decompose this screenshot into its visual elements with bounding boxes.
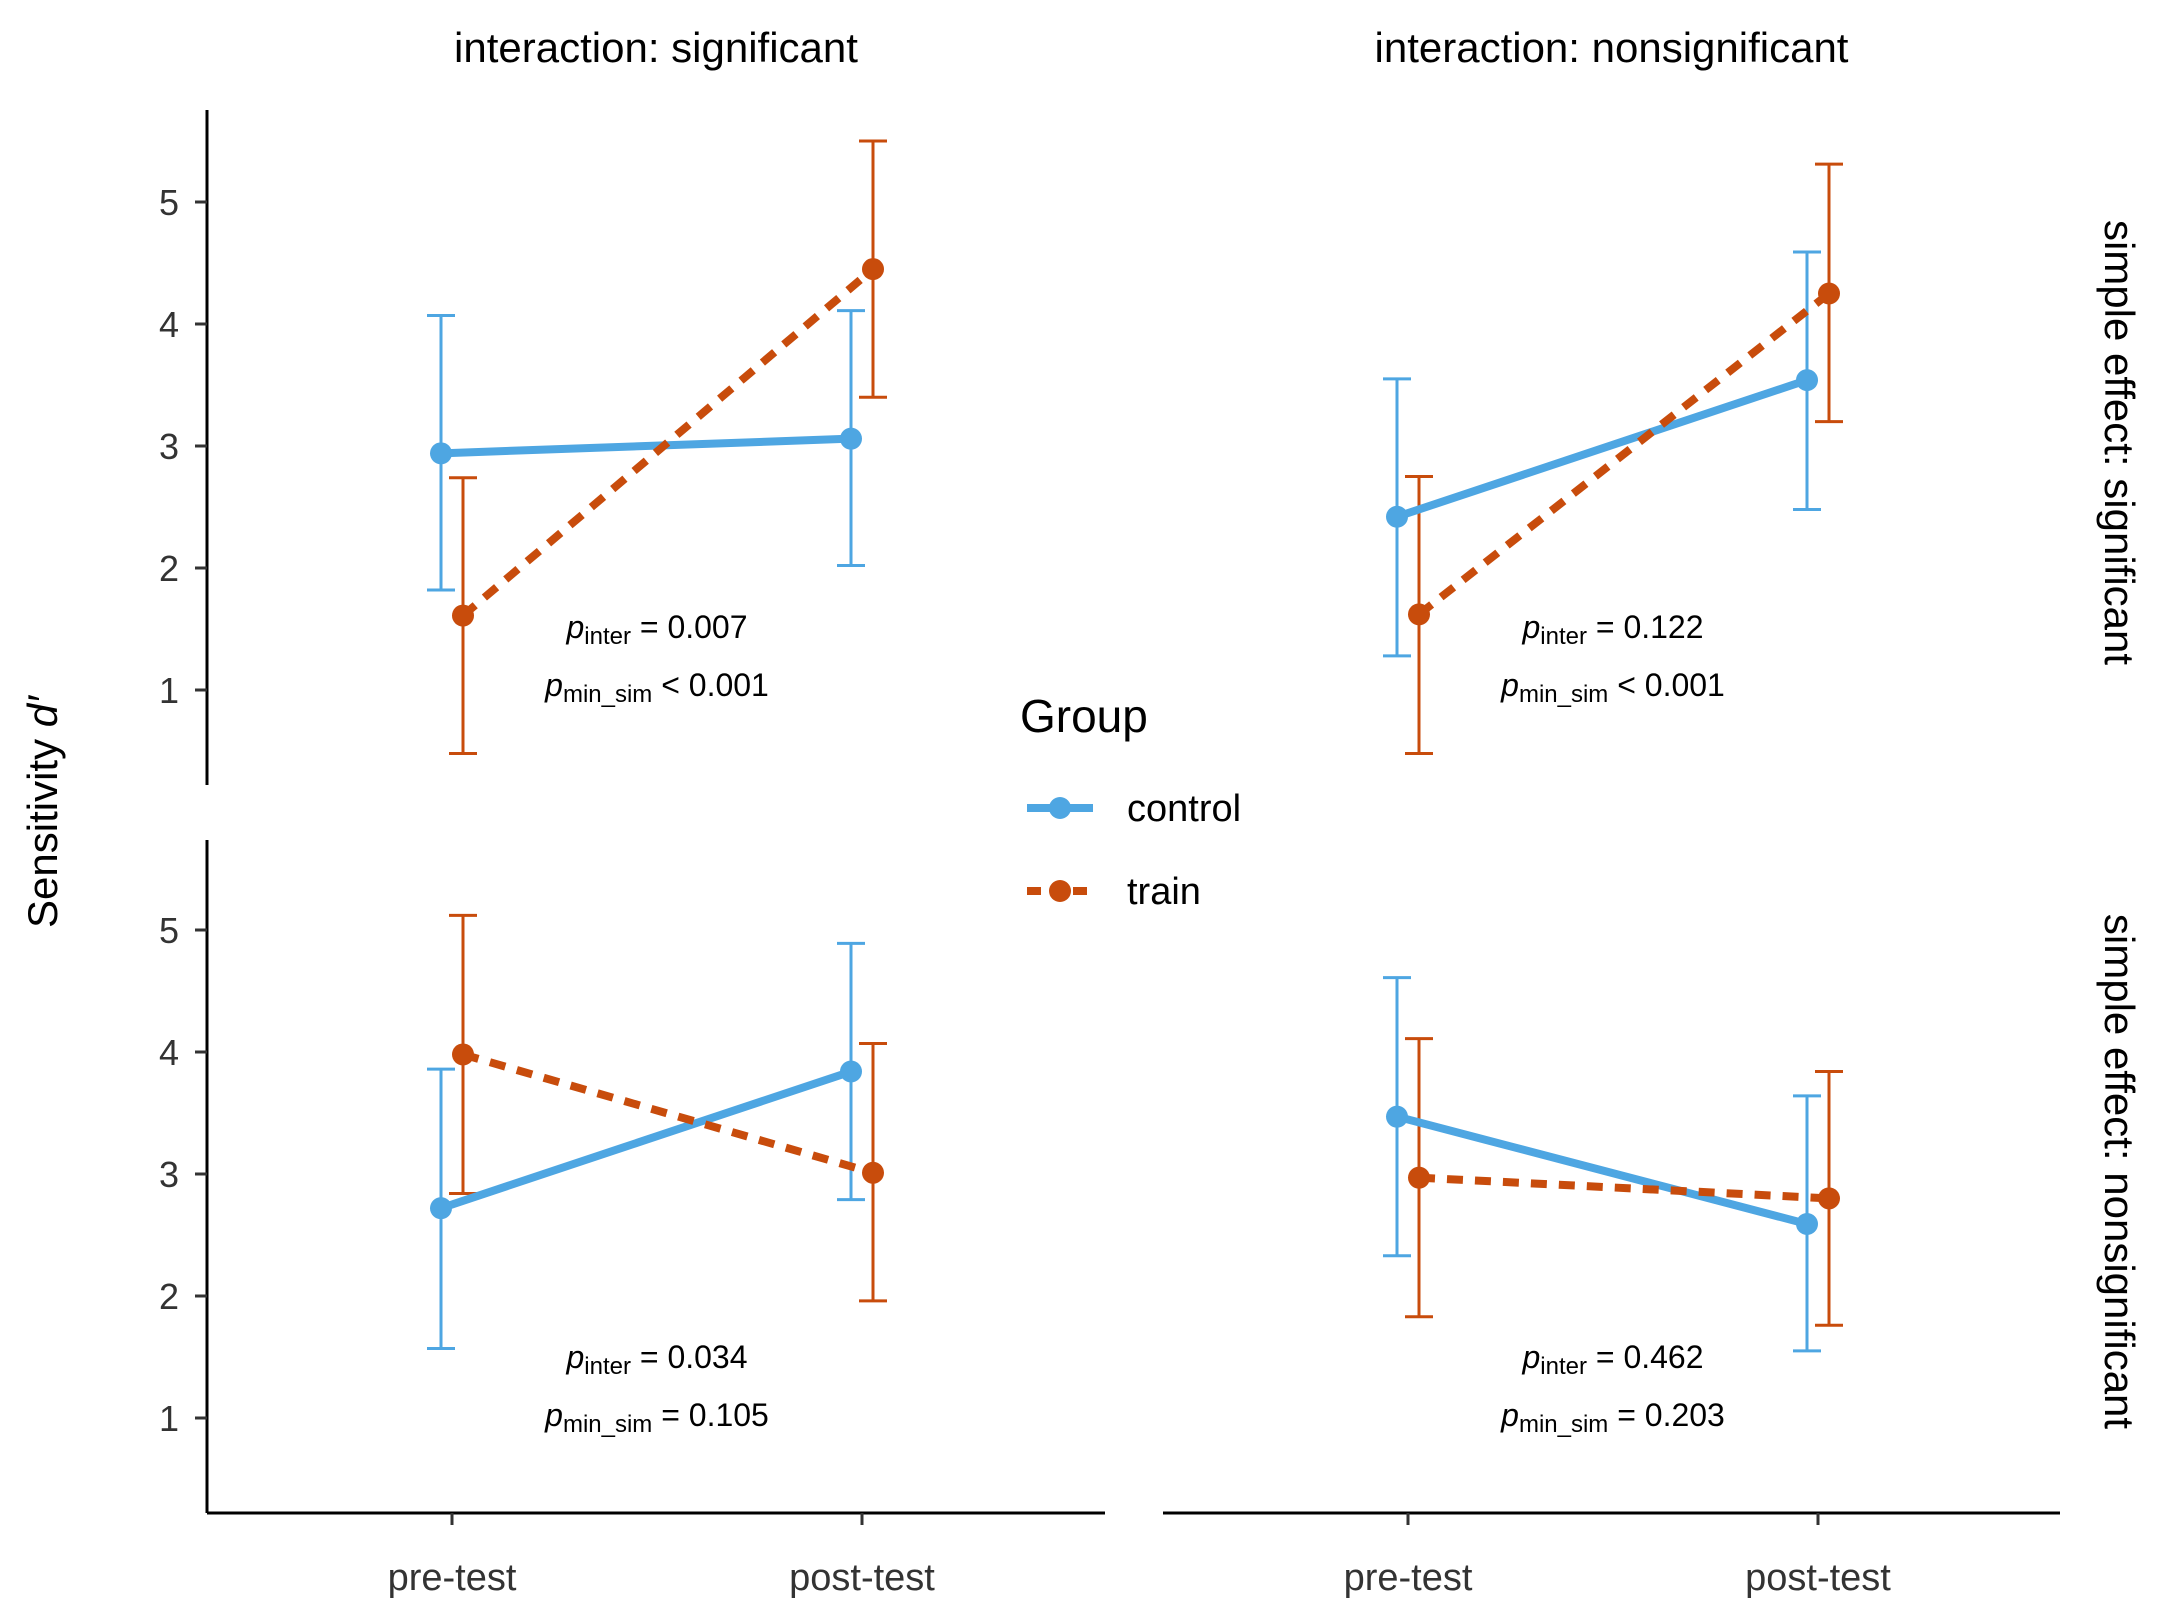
- legend-title: Group: [1020, 690, 1148, 742]
- x-tick-label: pre-test: [388, 1557, 517, 1599]
- y-tick-label: 3: [159, 1154, 179, 1195]
- data-point-train: [862, 258, 884, 281]
- x-tick-label: pre-test: [1344, 1557, 1473, 1599]
- data-point-train: [862, 1161, 884, 1184]
- legend-label-control: control: [1127, 788, 1241, 830]
- series-line-control: [439, 1067, 853, 1212]
- series-line-train: [460, 266, 876, 619]
- series-line-train: [1418, 1173, 1830, 1203]
- data-point-train: [1408, 1166, 1430, 1189]
- p-value-annotation: pinter = 0.122: [1521, 609, 1703, 650]
- y-tick-label: 1: [159, 670, 179, 711]
- data-point-train: [452, 604, 474, 627]
- legend-key-point-control: [1049, 797, 1071, 819]
- y-tick-label: 1: [159, 1398, 179, 1439]
- series-line-train: [1416, 290, 1832, 618]
- data-point-control: [1386, 1105, 1408, 1128]
- axes-layer: [195, 110, 2060, 1525]
- data-point-train: [452, 1043, 474, 1066]
- legend-label-train: train: [1127, 871, 1201, 913]
- y-tick-label: 4: [159, 304, 179, 345]
- y-tick-label: 5: [159, 910, 179, 951]
- data-point-control: [1386, 505, 1408, 528]
- series-line-train: [461, 1050, 875, 1177]
- data-point-train: [1818, 1187, 1840, 1210]
- row-facet-title: simple effect: significant: [2096, 220, 2143, 665]
- marks-layer: [427, 139, 1843, 1353]
- y-tick-label: 2: [159, 1276, 179, 1317]
- x-tick-label: post-test: [1745, 1557, 1891, 1599]
- p-value-annotation: pmin_sim < 0.001: [544, 667, 769, 708]
- p-value-annotation: pmin_sim = 0.105: [544, 1397, 769, 1438]
- panel-0-0: [427, 139, 887, 755]
- p-value-annotation: pmin_sim < 0.001: [1500, 667, 1725, 708]
- y-tick-label: 4: [159, 1032, 179, 1073]
- p-value-annotation: pinter = 0.462: [1521, 1339, 1703, 1380]
- series-line-control: [1395, 1112, 1809, 1228]
- panel-1-0: [427, 913, 887, 1350]
- column-facet-title: interaction: significant: [454, 24, 858, 71]
- data-point-control: [1796, 369, 1818, 392]
- y-tick-label: 3: [159, 426, 179, 467]
- data-point-train: [1408, 603, 1430, 626]
- data-point-control: [430, 442, 452, 465]
- p-value-annotation: pinter = 0.007: [565, 609, 747, 650]
- y-axis-label: Sensitivity d′: [19, 694, 66, 928]
- series-line-control: [1395, 376, 1809, 521]
- legend-key-point-train: [1049, 880, 1071, 902]
- text-layer: 1 2 3 4 5 1 2 3 4 5 pre-test post-test pre-test post-…: [19, 24, 2143, 1599]
- y-tick-label: 5: [159, 182, 179, 223]
- data-point-control: [840, 1060, 862, 1083]
- panel-1-1: [1383, 976, 1843, 1353]
- legend: Group control train: [1020, 690, 1241, 913]
- data-point-train: [1818, 282, 1840, 305]
- panel-0-1: [1383, 162, 1843, 755]
- row-facet-title: simple effect: nonsignificant: [2096, 914, 2143, 1430]
- p-value-annotation: pinter = 0.034: [565, 1339, 747, 1380]
- column-facet-title: interaction: nonsignificant: [1375, 24, 1849, 71]
- data-point-control: [1796, 1213, 1818, 1236]
- x-tick-label: post-test: [789, 1557, 935, 1599]
- p-value-annotation: pmin_sim = 0.203: [1500, 1397, 1725, 1438]
- data-point-control: [430, 1197, 452, 1220]
- y-tick-label: 2: [159, 548, 179, 589]
- data-point-control: [840, 427, 862, 450]
- series-line-control: [440, 434, 852, 458]
